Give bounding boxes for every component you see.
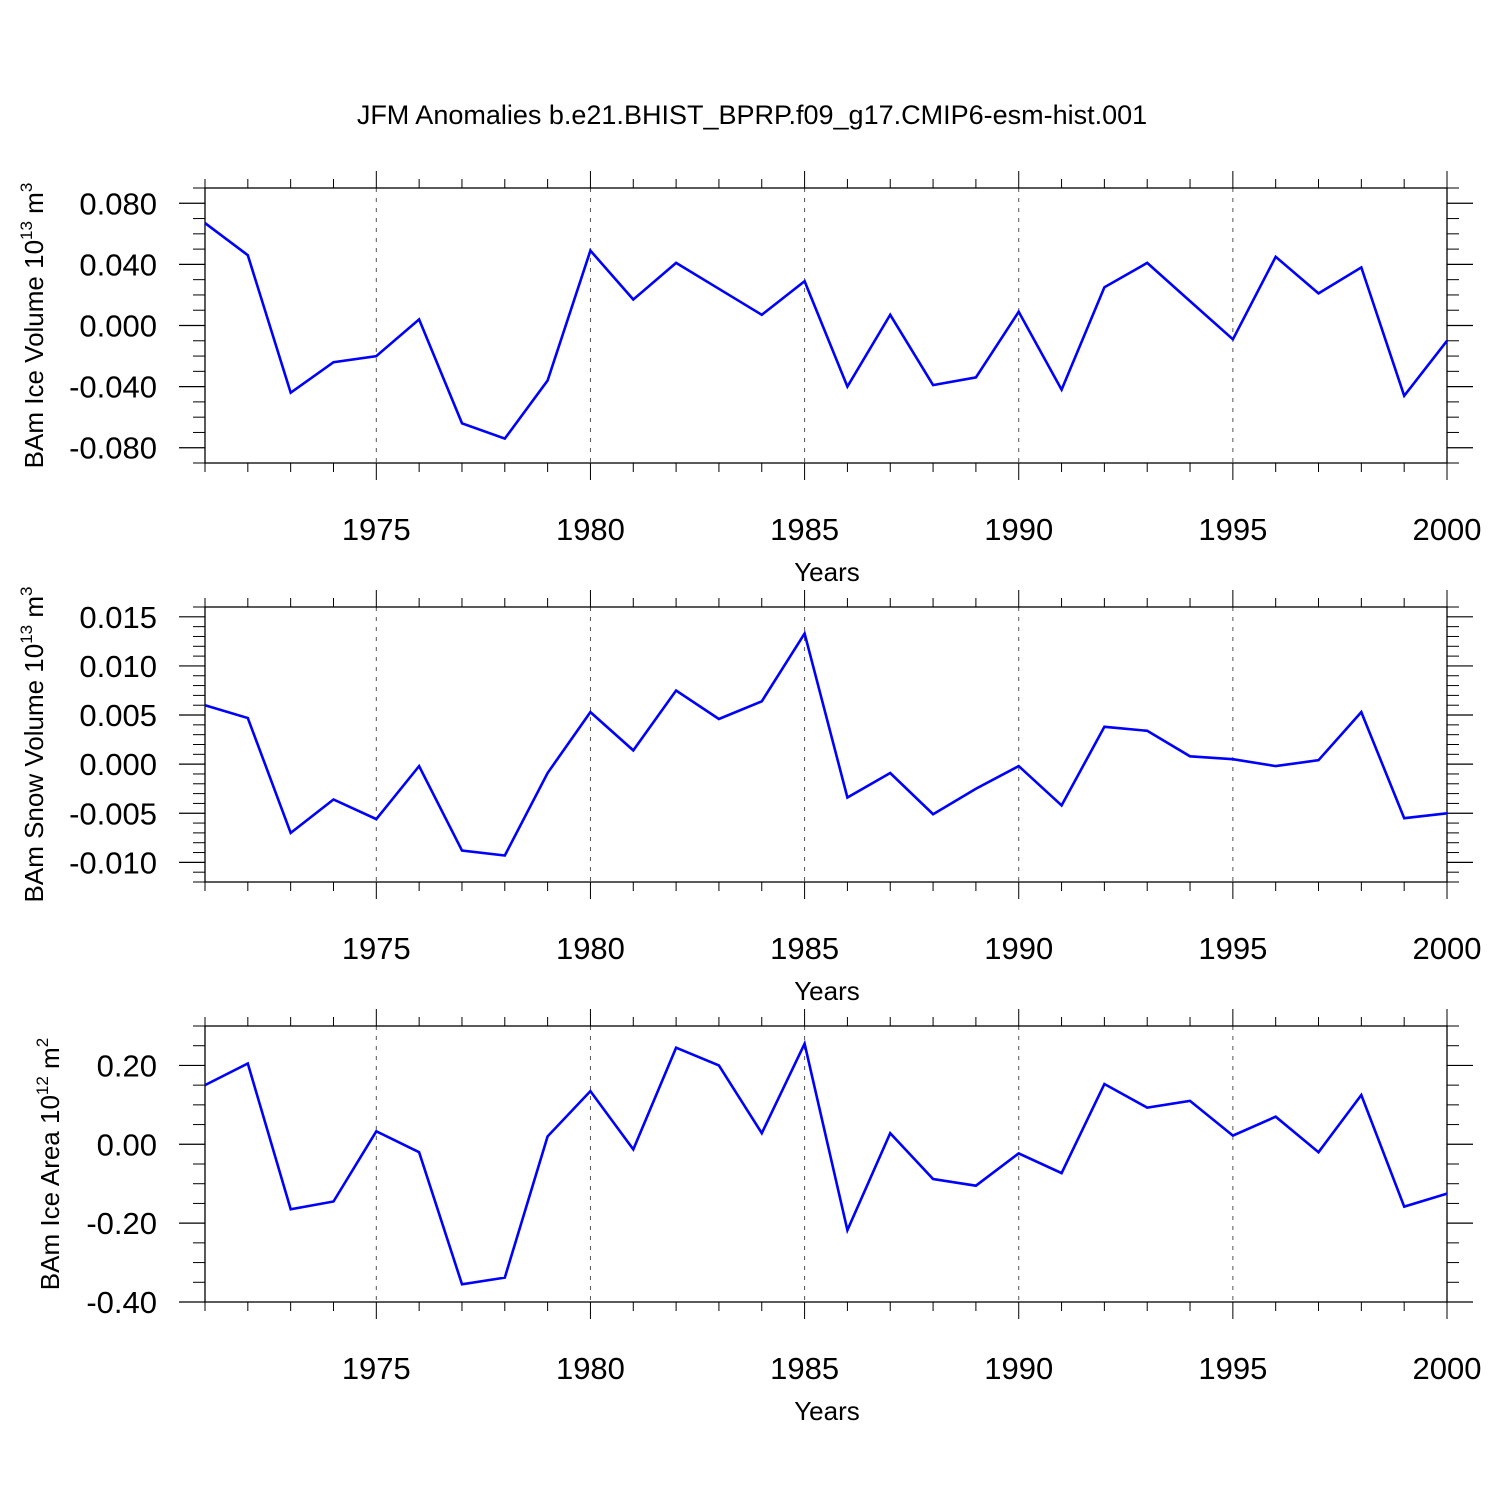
y-tick-label: 0.015	[79, 600, 157, 635]
x-axis-label: Years	[794, 976, 860, 1006]
x-tick-label: 1980	[556, 1351, 625, 1386]
panels: -0.080 -0.040 0.000 0.040 0.080 1975 1980 1985 1…	[17, 171, 1481, 1426]
x-tick-label: 1990	[984, 931, 1053, 966]
x-tick-label: 1980	[556, 512, 625, 547]
figure-title: JFM Anomalies b.e21.BHIST_BPRP.f09_g17.C…	[357, 100, 1147, 130]
x-tick-label: 1985	[770, 1351, 839, 1386]
y-tick-label: 0.040	[79, 247, 157, 282]
series-line-bam-snow-volume	[204, 630, 1448, 857]
y-tick-label: -0.080	[69, 431, 157, 466]
y-tick-label: 0.010	[79, 649, 157, 684]
x-tick-label: 1995	[1198, 931, 1267, 966]
y-tick-label: -0.040	[69, 370, 157, 405]
y-tick-label: 0.005	[79, 698, 157, 733]
y-tick-label: -0.005	[69, 796, 157, 831]
x-tick-label: 1980	[556, 931, 625, 966]
y-axis-label: BAm Ice Area 1012 m2	[33, 1038, 65, 1290]
y-tick-label: -0.40	[86, 1285, 157, 1320]
x-tick-label: 1990	[984, 1351, 1053, 1386]
x-tick-label: 1975	[342, 512, 411, 547]
series-line-bam-ice-area	[204, 1039, 1448, 1286]
plot-frame	[204, 1025, 1448, 1303]
chart-panel-1: -0.080 -0.040 0.000 0.040 0.080 1975 1980 1985 1…	[17, 171, 1481, 587]
x-tick-label: 2000	[1413, 1351, 1482, 1386]
y-tick-label: 0.000	[79, 747, 157, 782]
x-tick-label: 1990	[984, 512, 1053, 547]
x-tick-label: 1975	[342, 931, 411, 966]
x-axis-label: Years	[794, 1396, 860, 1426]
x-tick-label: 1985	[770, 512, 839, 547]
x-tick-label: 1995	[1198, 512, 1267, 547]
y-tick-label: 0.20	[97, 1048, 157, 1083]
y-tick-label: 0.00	[97, 1127, 157, 1162]
x-tick-label: 2000	[1413, 931, 1482, 966]
y-tick-label: -0.20	[86, 1206, 157, 1241]
x-tick-label: 1995	[1198, 1351, 1267, 1386]
y-tick-label: 0.080	[79, 186, 157, 221]
y-axis-label: BAm Ice Volume 1013 m3	[17, 183, 49, 469]
y-axis-label: BAm Snow Volume 1013 m3	[17, 587, 49, 903]
series-line-bam-ice-volume	[204, 222, 1449, 441]
plot-frame	[204, 187, 1448, 464]
x-axis-label: Years	[794, 557, 860, 587]
x-tick-label: 1975	[342, 1351, 411, 1386]
y-tick-label: -0.010	[69, 845, 157, 880]
x-tick-label: 1985	[770, 931, 839, 966]
y-tick-label: 0.000	[79, 309, 157, 344]
chart-panel-3: -0.40 -0.20 0.00 0.20 1975 1980 1985 1990 1995 20…	[33, 1009, 1481, 1426]
plot-frame	[204, 606, 1448, 883]
chart-panel-2: -0.010 -0.005 0.000 0.005 0.010 0.015 1975 1980…	[17, 587, 1481, 1006]
x-tick-label: 2000	[1413, 512, 1482, 547]
